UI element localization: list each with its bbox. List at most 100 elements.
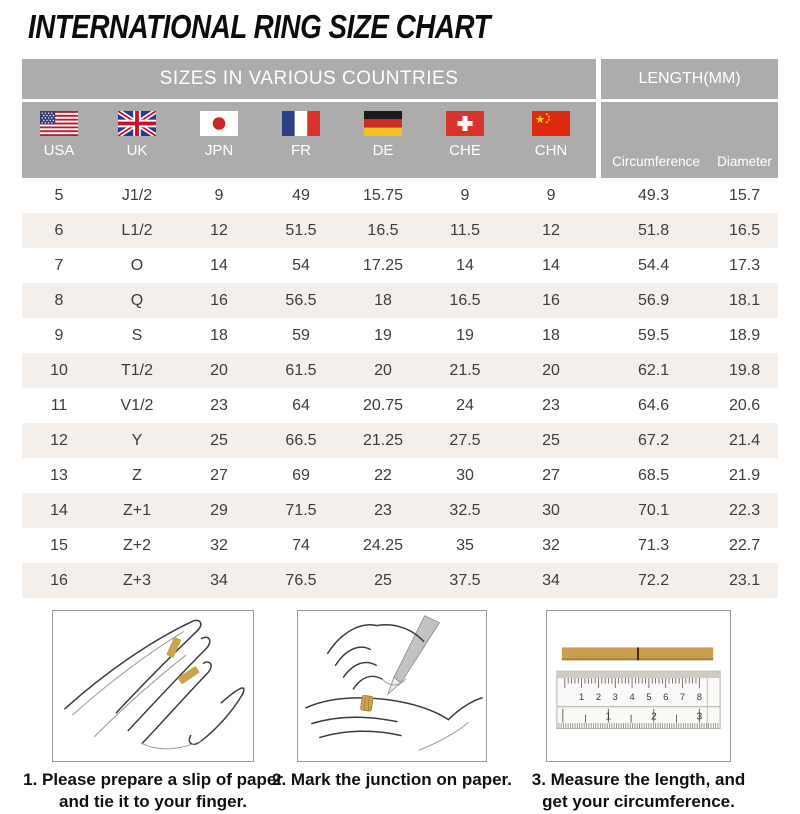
size-cell: 18.1	[711, 283, 779, 318]
uk-flag-icon	[116, 108, 158, 139]
size-cell: 16.5	[424, 283, 506, 318]
size-cell: 10	[22, 353, 96, 388]
svg-text:5: 5	[646, 691, 651, 702]
size-cell: 16	[22, 563, 96, 598]
size-cell: 62.1	[596, 353, 712, 388]
size-cell: 22	[342, 458, 424, 493]
table-row: 7 O 14 54 17.25 14 14 54.4 17.3	[22, 248, 779, 283]
svg-text:1: 1	[605, 712, 611, 723]
size-cell: 32.5	[424, 493, 506, 528]
size-cell: 16.5	[711, 213, 779, 248]
size-cell: 32	[178, 528, 260, 563]
table-row: 10 T1/2 20 61.5 20 21.5 20 62.1 19.8	[22, 353, 779, 388]
page-title: INTERNATIONAL RING SIZE CHART	[28, 8, 491, 45]
size-cell: 18	[178, 318, 260, 353]
size-cell: Y	[96, 423, 178, 458]
table-row: 15 Z+2 32 74 24.25 35 32 71.3 22.7	[22, 528, 779, 563]
size-cell: 12	[178, 213, 260, 248]
column-header-fr: FR	[260, 102, 342, 178]
marking-paper-illustration	[297, 610, 487, 762]
column-header-chn: CHN	[506, 102, 597, 178]
table-row: 9 S 18 59 19 19 18 59.5 18.9	[22, 318, 779, 353]
size-cell: 51.8	[596, 213, 712, 248]
size-cell: 11.5	[424, 213, 506, 248]
size-cell: 30	[424, 458, 506, 493]
size-cell: 20	[342, 353, 424, 388]
step-3-caption: 3. Measure the length, and get your circ…	[531, 770, 746, 812]
size-cell: T1/2	[96, 353, 178, 388]
size-cell: 25	[342, 563, 424, 598]
svg-text:3: 3	[696, 712, 702, 723]
size-cell: 24	[424, 388, 506, 423]
size-cell: 66.5	[260, 423, 342, 458]
size-cell: 23	[342, 493, 424, 528]
size-cell: 24.25	[342, 528, 424, 563]
size-cell: 67.2	[596, 423, 712, 458]
size-cell: 7	[22, 248, 96, 283]
size-cell: 56.5	[260, 283, 342, 318]
size-cell: 23	[506, 388, 597, 423]
size-cell: 71.3	[596, 528, 712, 563]
size-cell: 9	[506, 178, 597, 213]
size-cell: 9	[178, 178, 260, 213]
size-cell: O	[96, 248, 178, 283]
column-header-jpn: JPN	[178, 102, 260, 178]
instruction-step-2: 2. Mark the junction on paper.	[272, 610, 512, 814]
column-label: FR	[291, 142, 311, 159]
table-row: 12 Y 25 66.5 21.25 27.5 25 67.2 21.4	[22, 423, 779, 458]
size-cell: 8	[22, 283, 96, 318]
size-cell: 21.25	[342, 423, 424, 458]
instruction-step-1: 1. Please prepare a slip of paper and ti…	[23, 610, 283, 814]
size-cell: 16	[506, 283, 597, 318]
size-cell: 23	[178, 388, 260, 423]
countries-group-header: SIZES IN VARIOUS COUNTRIES	[22, 59, 597, 102]
size-cell: 69	[260, 458, 342, 493]
table-header: SIZES IN VARIOUS COUNTRIES LENGTH(MM)	[22, 59, 779, 178]
size-cell: 25	[178, 423, 260, 458]
column-label: JPN	[204, 142, 234, 159]
size-cell: 14	[424, 248, 506, 283]
size-cell: 12	[22, 423, 96, 458]
size-cell: 34	[506, 563, 597, 598]
column-label: USA	[43, 142, 75, 159]
size-cell: 21.5	[424, 353, 506, 388]
size-cell: 12	[506, 213, 597, 248]
size-cell: 21.4	[711, 423, 779, 458]
svg-text:7: 7	[680, 691, 685, 702]
table-row: 8 Q 16 56.5 18 16.5 16 56.9 18.1	[22, 283, 779, 318]
size-cell: 20	[178, 353, 260, 388]
column-header-usa: USA	[22, 102, 96, 178]
table-row: 5 J1/2 9 49 15.75 9 9 49.3 15.7	[22, 178, 779, 213]
size-cell: 76.5	[260, 563, 342, 598]
size-cell: 15.75	[342, 178, 424, 213]
size-cell: 21.9	[711, 458, 779, 493]
germany-flag-icon	[364, 111, 402, 136]
size-cell: 22.7	[711, 528, 779, 563]
step-1-caption: 1. Please prepare a slip of paper and ti…	[23, 770, 283, 812]
size-cell: 15	[22, 528, 96, 563]
size-cell: 27	[506, 458, 597, 493]
size-cell: V1/2	[96, 388, 178, 423]
size-cell: 11	[22, 388, 96, 423]
table-row: 14 Z+1 29 71.5 23 32.5 30 70.1 22.3	[22, 493, 779, 528]
table-row: 11 V1/2 23 64 20.75 24 23 64.6 20.6	[22, 388, 779, 423]
table-row: 6 L1/2 12 51.5 16.5 11.5 12 51.8 16.5	[22, 213, 779, 248]
size-cell: 20.6	[711, 388, 779, 423]
usa-flag-icon	[40, 111, 78, 136]
ring-size-table: SIZES IN VARIOUS COUNTRIES LENGTH(MM)	[22, 59, 779, 598]
size-cell: 23.1	[711, 563, 779, 598]
column-label: CHE	[449, 142, 481, 159]
hand-with-paper-illustration	[52, 610, 254, 762]
size-cell: 13	[22, 458, 96, 493]
size-cell: 14	[506, 248, 597, 283]
column-header-diameter: Diameter	[711, 102, 779, 178]
size-cell: 59	[260, 318, 342, 353]
size-cell: 71.5	[260, 493, 342, 528]
size-cell: 54	[260, 248, 342, 283]
size-cell: 61.5	[260, 353, 342, 388]
svg-text:3: 3	[613, 691, 618, 702]
size-cell: 74	[260, 528, 342, 563]
size-cell: 68.5	[596, 458, 712, 493]
size-cell: 54.4	[596, 248, 712, 283]
